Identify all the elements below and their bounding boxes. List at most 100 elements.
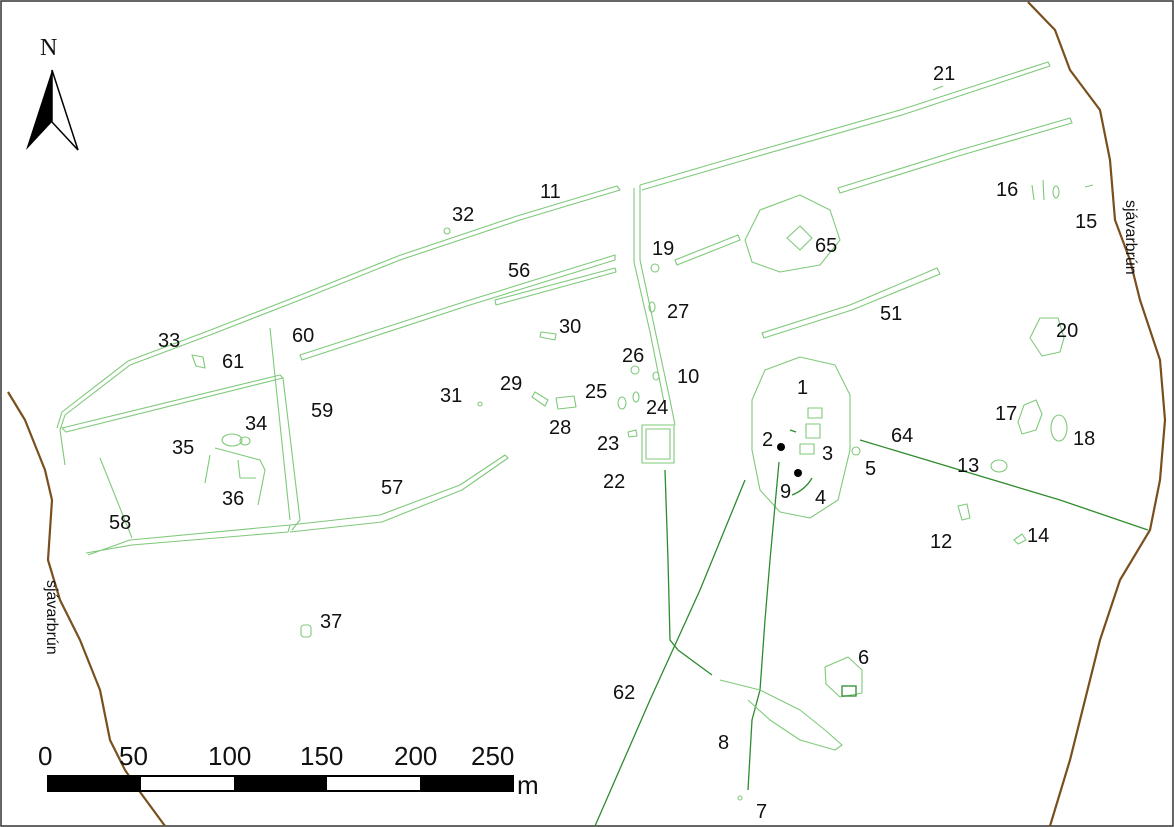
wall-60 (299, 254, 616, 361)
label-15: 15 (1075, 211, 1097, 233)
structure-26 (630, 365, 640, 375)
line-8 (747, 461, 780, 791)
label-17: 17 (995, 403, 1017, 425)
scale-tick-150: 150 (300, 741, 343, 771)
scale-seg-5 (420, 776, 513, 791)
wall-58 (99, 457, 133, 539)
label-24: 24 (646, 397, 668, 419)
wall-central-ns (639, 185, 676, 426)
wall-61-divider (269, 327, 291, 521)
structure-6 (824, 656, 863, 698)
label-29: 29 (500, 373, 522, 395)
structure-6b (841, 685, 857, 697)
structure-34 (221, 433, 243, 447)
coastline-west (7, 391, 166, 827)
structure-23 (627, 429, 638, 438)
label-59: 59 (311, 400, 333, 422)
wall-59 (282, 377, 301, 531)
label-11: 11 (540, 181, 561, 203)
structure-35 (204, 454, 211, 484)
label-23: 23 (597, 433, 619, 455)
label-3: 3 (822, 443, 833, 465)
structure-20 (1029, 317, 1065, 357)
structure-24 (632, 391, 640, 403)
wall-56 (494, 267, 617, 306)
label-27: 27 (667, 301, 689, 323)
structure-3 (799, 443, 815, 455)
label-58: 58 (109, 512, 131, 534)
structure-16b (1042, 179, 1045, 201)
label-62: 62 (613, 682, 635, 704)
label-61: 61 (222, 351, 244, 373)
label-19: 19 (652, 238, 674, 260)
label-60: 60 (292, 325, 314, 347)
label-64: 64 (891, 425, 913, 447)
label-33: 33 (158, 330, 180, 352)
structure-33 (191, 354, 206, 369)
wall-19 (674, 234, 741, 266)
scale-tick-50: 50 (119, 741, 148, 771)
line-64 (859, 439, 1149, 531)
scale-tick-0: 0 (38, 741, 52, 771)
coastline-east (1027, 1, 1167, 827)
structure-15 (1084, 184, 1094, 188)
line-62b (664, 469, 713, 676)
structure-22 (641, 424, 675, 464)
label-26: 26 (622, 345, 644, 367)
label-7: 7 (756, 801, 767, 823)
line-62 (594, 479, 746, 827)
label-10: 10 (677, 366, 699, 388)
structure-29 (531, 391, 549, 407)
label-8: 8 (718, 732, 729, 754)
coast-label-east: sjávarbrún (1122, 200, 1139, 275)
wall-11 (56, 185, 621, 431)
wall-central-ns-b (633, 188, 665, 403)
enclosure-65 (744, 194, 841, 273)
path-lines (594, 439, 1149, 827)
enclosure-main (751, 356, 851, 519)
label-31: 31 (440, 385, 462, 407)
label-28: 28 (549, 417, 571, 439)
label-13: 13 (957, 455, 979, 477)
structure-37 (300, 624, 312, 638)
label-37: 37 (320, 611, 342, 633)
scale-tick-200: 200 (394, 741, 437, 771)
wall-51 (761, 267, 941, 339)
wall-58-south (85, 524, 291, 556)
structure-1 (807, 407, 823, 419)
structure-10 (652, 371, 660, 381)
scale-seg-3 (234, 776, 327, 791)
north-label: N (40, 35, 57, 61)
label-34: 34 (245, 413, 267, 435)
structure-18 (1050, 414, 1068, 442)
label-57: 57 (381, 477, 403, 499)
label-12: 12 (930, 531, 952, 553)
label-9: 9 (780, 481, 791, 503)
line-8b (719, 679, 843, 751)
label-16: 16 (996, 179, 1018, 201)
structure-21 (932, 85, 944, 91)
north-arrow-icon: N (26, 35, 79, 151)
structure-7 (737, 795, 743, 801)
wall-21 (639, 61, 1051, 191)
coast-label-west: sjávarbrún (43, 580, 60, 655)
label-18: 18 (1073, 428, 1095, 450)
label-35: 35 (172, 437, 194, 459)
small-structures (191, 85, 1094, 801)
structure-28 (555, 395, 577, 410)
structure-16a (1031, 184, 1035, 201)
structure-36b (237, 459, 256, 479)
structure-65 (786, 225, 813, 251)
label-20: 20 (1056, 320, 1078, 342)
wall-57 (289, 454, 509, 533)
scale-tick-250: 250 (471, 741, 514, 771)
point-2 (777, 443, 785, 451)
label-25: 25 (585, 381, 607, 403)
structure-27 (648, 301, 656, 313)
structure-34b (239, 436, 251, 446)
scale-seg-1 (48, 776, 141, 791)
structure-2b (789, 429, 797, 433)
scale-bar: 0 50 100 150 200 250 m (38, 741, 539, 800)
structure-30 (539, 331, 557, 341)
